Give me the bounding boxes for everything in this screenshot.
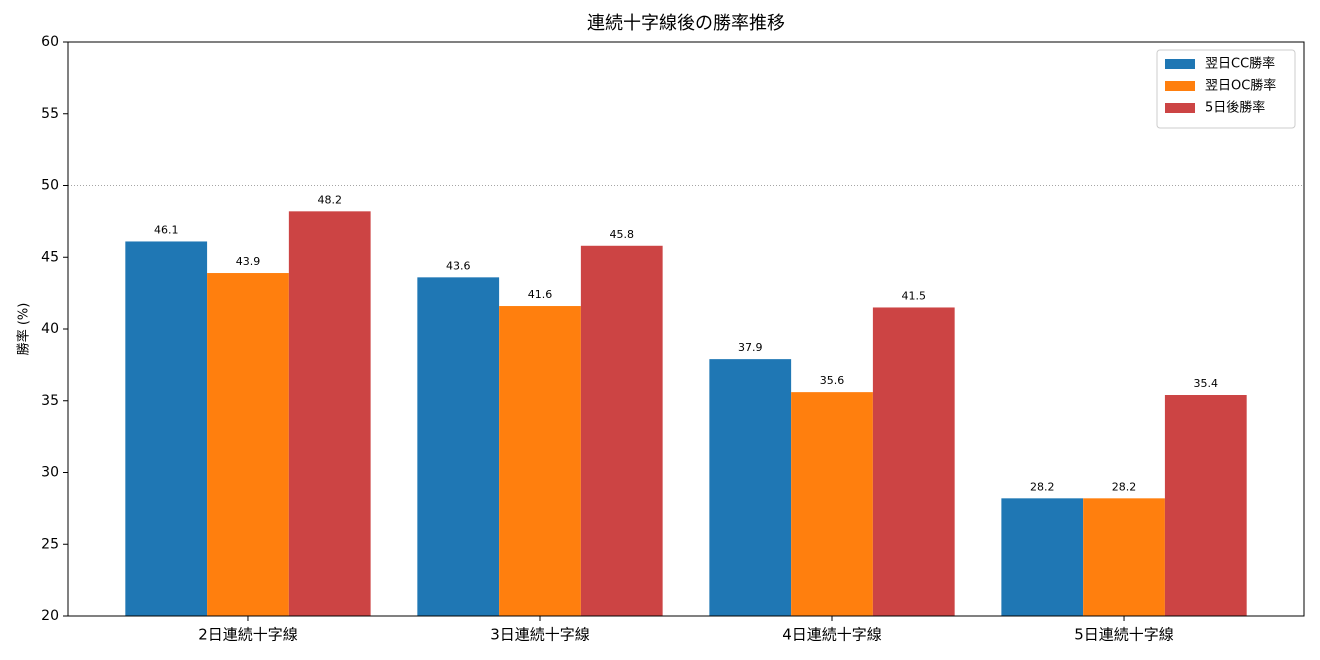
value-label: 45.8 [610,228,635,241]
bar [709,359,792,616]
value-label: 37.9 [738,341,763,354]
bar [207,273,289,616]
legend-label: 5日後勝率 [1205,100,1265,116]
y-tick-label: 55 [41,106,59,122]
legend-swatch [1165,81,1195,91]
value-label: 43.6 [446,259,471,272]
y-tick-label: 40 [41,321,59,337]
y-tick-label: 50 [41,178,59,194]
bar [791,392,873,616]
legend-label: 翌日OC勝率 [1205,78,1276,94]
bar [580,245,663,616]
plot-frame [67,41,1305,617]
y-tick-label: 20 [41,608,59,624]
value-label: 41.6 [528,288,553,301]
value-label: 48.2 [317,193,342,206]
value-label: 28.2 [1030,480,1055,493]
y-tick-label: 25 [41,536,59,552]
value-label: 35.6 [820,374,845,387]
y-tick-label: 45 [41,249,59,265]
x-tick-label: 3日連続十字線 [490,626,590,644]
bar [288,211,371,616]
bar [1164,395,1247,616]
x-tick-label: 5日連続十字線 [1074,626,1174,644]
y-tick-label: 60 [41,34,59,50]
bar [872,307,955,616]
value-label: 28.2 [1112,480,1137,493]
bar [1083,498,1165,616]
value-label: 35.4 [1194,377,1219,390]
value-label: 41.5 [902,289,927,302]
legend-label: 翌日CC勝率 [1205,56,1275,72]
y-axis-label: 勝率 (%) [16,303,32,356]
bar [125,241,208,616]
legend-swatch [1165,103,1195,113]
y-tick-label: 35 [41,393,59,409]
bar [1001,498,1084,616]
value-label: 46.1 [154,223,179,236]
bar [499,306,581,616]
chart-title: 連続十字線後の勝率推移 [587,13,785,34]
x-tick-label: 2日連続十字線 [198,626,298,644]
x-tick-label: 4日連続十字線 [782,626,882,644]
value-label: 43.9 [236,255,261,268]
bar [417,277,500,616]
y-tick-label: 30 [41,465,59,481]
legend-swatch [1165,59,1195,69]
